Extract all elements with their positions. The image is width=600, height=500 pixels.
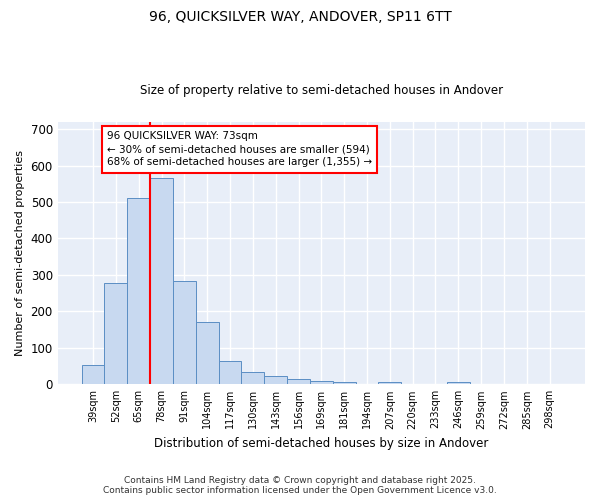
- Bar: [379, 382, 401, 384]
- Y-axis label: Number of semi-detached properties: Number of semi-detached properties: [15, 150, 25, 356]
- Title: Size of property relative to semi-detached houses in Andover: Size of property relative to semi-detach…: [140, 84, 503, 97]
- Text: 96 QUICKSILVER WAY: 73sqm
← 30% of semi-detached houses are smaller (594)
68% of: 96 QUICKSILVER WAY: 73sqm ← 30% of semi-…: [107, 131, 372, 168]
- Bar: [196, 322, 218, 384]
- Bar: [333, 382, 356, 384]
- Bar: [287, 379, 310, 384]
- Text: Contains HM Land Registry data © Crown copyright and database right 2025.
Contai: Contains HM Land Registry data © Crown c…: [103, 476, 497, 495]
- Bar: [264, 376, 287, 384]
- Bar: [82, 366, 104, 384]
- Bar: [447, 382, 470, 384]
- Text: 96, QUICKSILVER WAY, ANDOVER, SP11 6TT: 96, QUICKSILVER WAY, ANDOVER, SP11 6TT: [149, 10, 451, 24]
- Bar: [218, 360, 241, 384]
- Bar: [173, 281, 196, 384]
- Bar: [104, 283, 127, 384]
- X-axis label: Distribution of semi-detached houses by size in Andover: Distribution of semi-detached houses by …: [154, 437, 488, 450]
- Bar: [310, 380, 333, 384]
- Bar: [127, 198, 150, 384]
- Bar: [241, 372, 264, 384]
- Bar: [150, 178, 173, 384]
